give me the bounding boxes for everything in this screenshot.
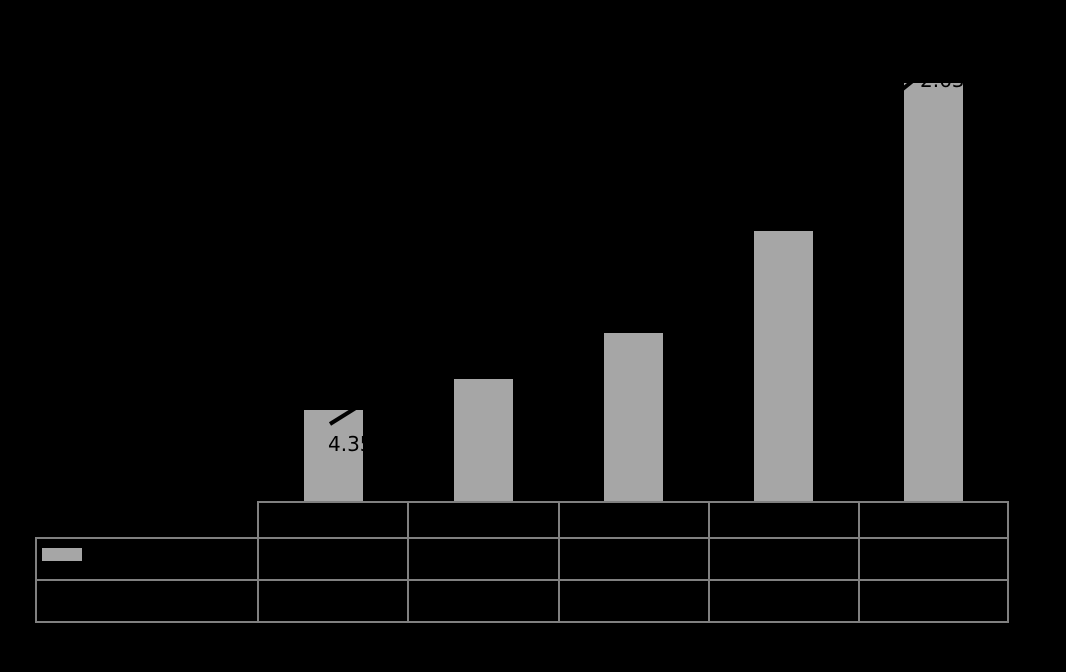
table-col-divider-1 — [257, 501, 259, 623]
table-col-divider-3 — [558, 501, 560, 623]
table-col-divider-5 — [858, 501, 860, 623]
table-row-divider-1 — [35, 537, 1009, 539]
bar-1 — [303, 410, 363, 502]
legend-key-swatch — [42, 548, 82, 561]
table-col-divider-2 — [407, 501, 409, 623]
data-label-bar1: 4.35 — [328, 432, 373, 456]
bar-2 — [453, 379, 513, 502]
bar-3 — [603, 333, 663, 502]
table-top-border — [257, 501, 1009, 503]
bar-5 — [903, 83, 963, 502]
table-row-divider-2 — [35, 579, 1009, 581]
data-label-bar5: 2.63 — [920, 68, 965, 92]
table-col-divider-4 — [708, 501, 710, 623]
bar-4 — [753, 231, 813, 502]
table-right-border — [1007, 501, 1009, 623]
table-bottom-border — [35, 621, 1009, 623]
table-left-border — [35, 537, 37, 623]
